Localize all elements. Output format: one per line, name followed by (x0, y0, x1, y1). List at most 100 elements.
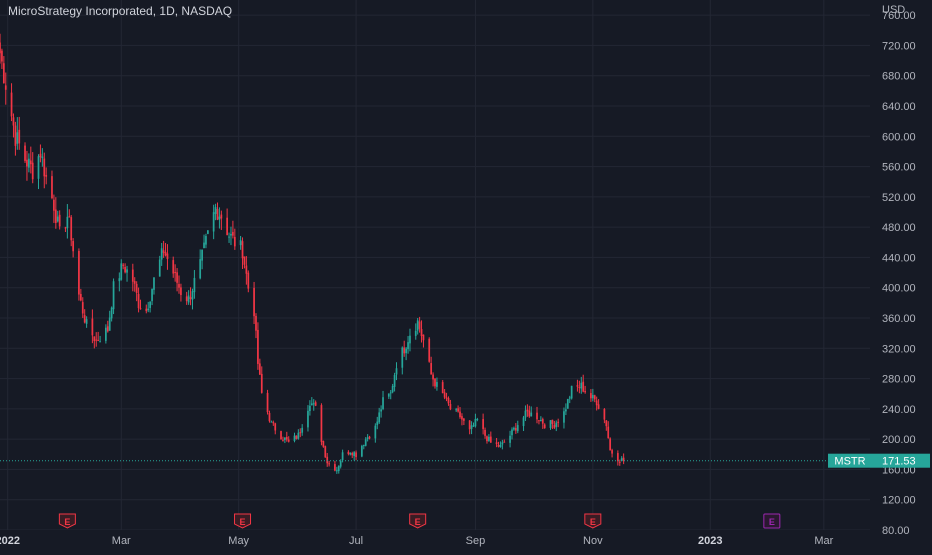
candle (68, 209, 71, 218)
candle (609, 437, 612, 451)
candle (486, 435, 488, 444)
candle (10, 83, 13, 122)
candle (360, 444, 363, 458)
candle (230, 226, 232, 246)
candle (622, 453, 625, 465)
candle (530, 406, 533, 417)
candle (526, 404, 529, 417)
time-tick-label: Sep (466, 535, 486, 547)
candles (0, 33, 625, 474)
candle (538, 420, 540, 425)
candle (503, 439, 506, 443)
candle (337, 465, 340, 474)
candle (189, 287, 192, 306)
time-scale[interactable] (0, 530, 932, 550)
time-tick-label: Jul (349, 535, 363, 547)
candle (436, 377, 438, 391)
price-tick-label: 400.00 (882, 283, 916, 295)
candle (576, 379, 579, 392)
candle (85, 316, 88, 328)
earnings-label: E (240, 517, 246, 527)
candle (187, 290, 190, 305)
candle (37, 154, 40, 190)
candle (93, 336, 96, 349)
price-tick-label: 720.00 (882, 40, 916, 52)
candle (324, 445, 327, 458)
candle (310, 397, 313, 406)
candle (555, 420, 558, 432)
time-tick-label: Mar (112, 535, 131, 547)
candle (104, 324, 107, 344)
candle (616, 450, 619, 466)
candle (382, 390, 384, 411)
candle (539, 416, 542, 422)
candle (151, 288, 153, 306)
ticker-box (828, 453, 872, 468)
earnings-marker[interactable]: E (58, 513, 76, 529)
price-tick-label: 640.00 (882, 101, 916, 113)
candle (135, 281, 138, 302)
candle (245, 256, 248, 285)
candle (24, 142, 26, 163)
candle (185, 291, 188, 305)
earnings-marker[interactable]: E (763, 513, 781, 529)
time-tick-label: Nov (583, 535, 603, 547)
candle (549, 420, 552, 430)
candle (405, 347, 407, 361)
candle (528, 405, 531, 418)
candle (472, 422, 475, 427)
candle (422, 334, 425, 348)
candle (72, 238, 75, 258)
candle (522, 415, 525, 432)
time-tick-label: May (228, 535, 249, 547)
candle (31, 152, 34, 184)
price-tick-label: 520.00 (882, 192, 916, 204)
candle (99, 335, 101, 343)
candle (201, 249, 203, 270)
candle (557, 418, 560, 428)
candle (4, 72, 7, 105)
candle (220, 210, 223, 230)
candle (285, 431, 288, 442)
candle (364, 437, 367, 447)
earnings-label: E (415, 517, 421, 527)
price-tick-label: 680.00 (882, 71, 916, 83)
price-axis-labels: 760.00 720.00 680.00 640.00 600.00 560.00 520.… (882, 10, 916, 537)
candle (387, 393, 390, 399)
candle (455, 407, 458, 412)
earnings-marker[interactable]: E (409, 513, 427, 529)
symbol-name: MicroStrategy Incorporated (8, 4, 153, 18)
candle (91, 309, 94, 344)
candle (355, 450, 357, 461)
exchange-label: NASDAQ (181, 4, 233, 18)
candle (445, 392, 448, 402)
candle (307, 405, 309, 432)
candle (133, 277, 136, 292)
price-tick-label: 80.00 (882, 525, 910, 537)
candle (513, 426, 515, 431)
candle (536, 406, 538, 424)
candle (241, 237, 244, 269)
candle (434, 378, 436, 389)
candle (268, 410, 271, 423)
candle (590, 389, 592, 402)
candle (270, 420, 273, 423)
candle (70, 215, 73, 247)
candle (428, 337, 431, 363)
interval-label: 1D (159, 4, 175, 18)
earnings-marker[interactable]: E (584, 513, 602, 529)
candle (139, 299, 142, 310)
earnings-label: E (64, 517, 70, 527)
candle (26, 150, 28, 181)
candle (226, 208, 228, 236)
candle (566, 398, 569, 409)
candle (409, 328, 411, 352)
candle (468, 420, 471, 435)
candle (353, 451, 356, 461)
earnings-marker[interactable]: E (234, 513, 252, 529)
title-separator-2: , (174, 4, 182, 18)
candle (362, 444, 365, 450)
candle (153, 277, 155, 295)
